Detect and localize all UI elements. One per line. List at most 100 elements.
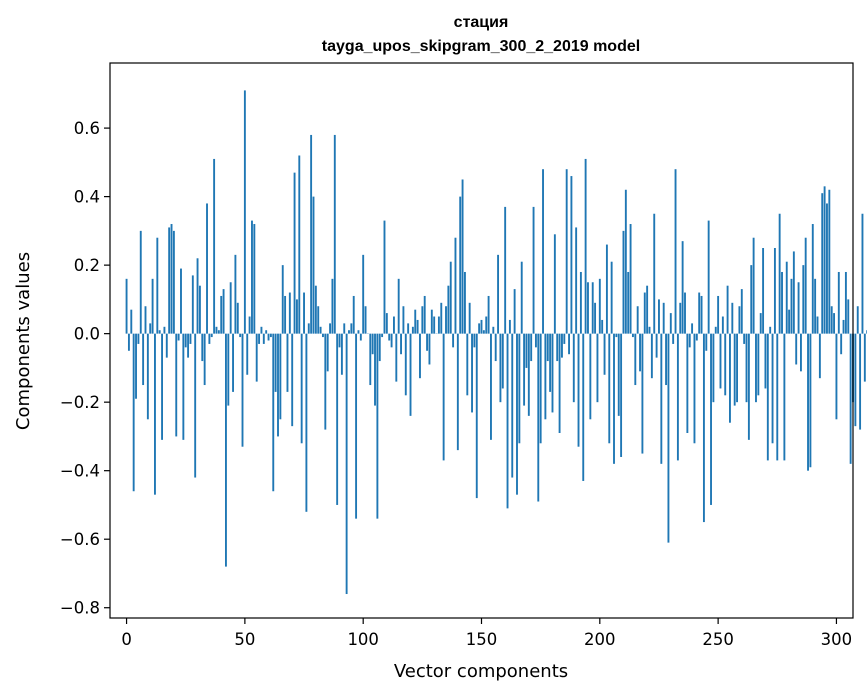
bar-15 (161, 333, 163, 440)
bar-112 (390, 333, 393, 348)
bar-3 (132, 333, 135, 492)
bar-27 (189, 333, 192, 344)
bar-267 (757, 333, 760, 396)
bar-177 (544, 333, 547, 420)
y-tick-label: −0.2 (60, 393, 100, 412)
bar-42 (225, 333, 227, 567)
bar-137 (449, 261, 452, 334)
bar-212 (627, 271, 630, 334)
bar-80 (314, 285, 317, 334)
bar-204 (608, 333, 611, 444)
bar-103 (369, 333, 372, 386)
bar-187 (568, 333, 570, 355)
x-axis-ticks: 0 50 100 150 200 250 300 (121, 618, 852, 649)
bar-19 (170, 224, 173, 334)
bar-301 (837, 271, 840, 334)
bar-97 (355, 333, 358, 519)
bar-76 (305, 333, 308, 512)
bar-256 (731, 302, 734, 334)
bar-9 (146, 333, 149, 420)
bar-64 (277, 333, 279, 437)
bar-201 (601, 319, 604, 334)
x-tick-label: 200 (584, 630, 616, 649)
bar-203 (605, 244, 608, 334)
bar-190 (575, 227, 578, 334)
bar-73 (298, 155, 301, 334)
bar-12 (154, 333, 156, 495)
bar-296 (826, 203, 828, 334)
bar-308 (854, 333, 857, 427)
bar-275 (776, 333, 779, 461)
bar-92 (343, 323, 346, 334)
bar-110 (385, 313, 388, 334)
y-axis-ticks: −0.8 −0.6 −0.4 −0.2 0.0 0.2 0.4 0.6 (60, 119, 110, 618)
bar-158 (499, 333, 502, 403)
bar-229 (667, 333, 670, 543)
bar-0 (125, 278, 128, 334)
bar-68 (286, 333, 289, 392)
bar-291 (814, 278, 817, 334)
bar-209 (620, 333, 623, 457)
bar-142 (461, 179, 464, 334)
bar-247 (710, 333, 712, 505)
bar-199 (596, 333, 599, 403)
bar-262 (745, 333, 748, 403)
bar-71 (293, 172, 296, 334)
bar-50 (243, 90, 246, 334)
bar-5 (137, 333, 140, 344)
bar-300 (835, 333, 838, 420)
bar-120 (409, 333, 412, 416)
bar-39 (217, 330, 220, 334)
bar-51 (246, 333, 249, 375)
bar-25 (184, 333, 187, 348)
bar-270 (764, 333, 767, 389)
bar-86 (329, 323, 331, 334)
bar-302 (840, 333, 843, 355)
bar-54 (253, 224, 256, 334)
bar-10 (149, 323, 152, 334)
bar-237 (686, 333, 689, 433)
x-tick-label: 100 (347, 630, 379, 649)
bar-159 (501, 333, 504, 389)
bar-72 (295, 299, 298, 334)
bar-273 (771, 333, 774, 444)
bar-154 (490, 333, 492, 440)
bar-6 (139, 230, 142, 334)
bar-132 (437, 316, 440, 334)
bar-90 (338, 333, 341, 348)
bar-125 (421, 306, 424, 334)
bar-60 (267, 333, 270, 341)
bar-276 (778, 213, 781, 334)
bar-13 (156, 237, 159, 334)
y-axis-label: Components values (13, 252, 34, 430)
bar-211 (624, 189, 627, 334)
bar-111 (388, 333, 391, 341)
y-tick-label: 0.2 (74, 256, 100, 275)
bar-213 (629, 224, 632, 334)
bar-214 (631, 333, 634, 338)
bar-series (125, 90, 867, 595)
bar-75 (303, 292, 305, 334)
bar-186 (565, 169, 568, 334)
plot-frame (109, 62, 854, 619)
bar-239 (691, 323, 694, 334)
bar-183 (558, 333, 561, 433)
bar-250 (717, 295, 720, 334)
bar-49 (241, 333, 244, 447)
bar-223 (653, 213, 656, 334)
bar-2 (130, 309, 133, 334)
bar-226 (660, 333, 663, 464)
bar-20 (172, 230, 175, 334)
bar-48 (239, 333, 242, 338)
bar-7 (142, 333, 145, 386)
bar-219 (643, 292, 646, 334)
bar-278 (783, 333, 786, 461)
bar-65 (279, 333, 282, 420)
bar-304 (844, 271, 847, 334)
bar-264 (750, 265, 753, 334)
bar-274 (773, 248, 776, 334)
bar-281 (790, 278, 793, 334)
bar-232 (674, 169, 677, 334)
y-tick-label: −0.4 (60, 462, 100, 481)
bar-176 (542, 169, 544, 334)
